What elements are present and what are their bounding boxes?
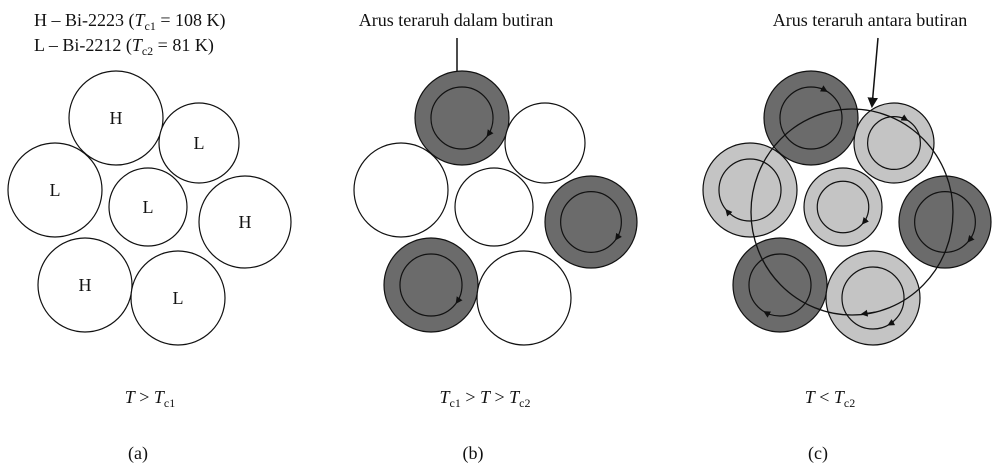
panel-letter: (b) bbox=[463, 443, 484, 464]
figure: Arus teraruh dalam butiran Arus teraruh … bbox=[0, 0, 1003, 468]
text-segment: H – Bi-2223 ( bbox=[34, 10, 135, 31]
grain bbox=[505, 103, 585, 183]
legend-line: L – Bi-2212 (Tc2 = 81 K) bbox=[34, 35, 214, 58]
grain bbox=[455, 168, 533, 246]
text-segment: c1 bbox=[145, 19, 156, 33]
panel-letter: (a) bbox=[128, 443, 148, 464]
text-segment: > bbox=[490, 387, 509, 407]
grain bbox=[354, 143, 448, 237]
text-segment: L – Bi-2212 ( bbox=[34, 35, 132, 56]
condition-label: Tc1 > T > Tc2 bbox=[439, 387, 530, 410]
grain bbox=[477, 251, 571, 345]
grain-label: L bbox=[143, 197, 154, 217]
legend-line: H – Bi-2223 (Tc1 = 108 K) bbox=[34, 10, 226, 33]
text-segment: c1 bbox=[164, 396, 175, 410]
pointer-arrow bbox=[872, 38, 878, 106]
text-segment: c2 bbox=[519, 396, 530, 410]
grain-label: L bbox=[194, 133, 205, 153]
grain bbox=[415, 71, 509, 165]
grain bbox=[545, 176, 637, 268]
text-segment: < bbox=[815, 387, 834, 407]
text-segment: > bbox=[135, 387, 154, 407]
text-segment: > bbox=[461, 387, 480, 407]
text-segment: c2 bbox=[142, 44, 153, 58]
panel-letter: (c) bbox=[808, 443, 828, 464]
grain-label: H bbox=[110, 108, 123, 128]
text-segment: = 108 K) bbox=[156, 10, 226, 31]
condition-label: T < Tc2 bbox=[805, 387, 856, 410]
grain bbox=[703, 143, 797, 237]
text-segment: = 81 K) bbox=[153, 35, 214, 56]
text-segment: c1 bbox=[450, 396, 461, 410]
grain bbox=[804, 168, 882, 246]
condition-label: T > Tc1 bbox=[125, 387, 176, 410]
grain-label: H bbox=[79, 275, 92, 295]
panel-c-title: Arus teraruh antara butiran bbox=[773, 10, 967, 30]
panel-b-title: Arus teraruh dalam butiran bbox=[359, 10, 553, 30]
text-segment: c2 bbox=[844, 396, 855, 410]
grain bbox=[826, 251, 920, 345]
grain bbox=[899, 176, 991, 268]
grain bbox=[384, 238, 478, 332]
grain-label: L bbox=[173, 288, 184, 308]
grain-label: H bbox=[239, 212, 252, 232]
grain-label: L bbox=[50, 180, 61, 200]
grain bbox=[854, 103, 934, 183]
